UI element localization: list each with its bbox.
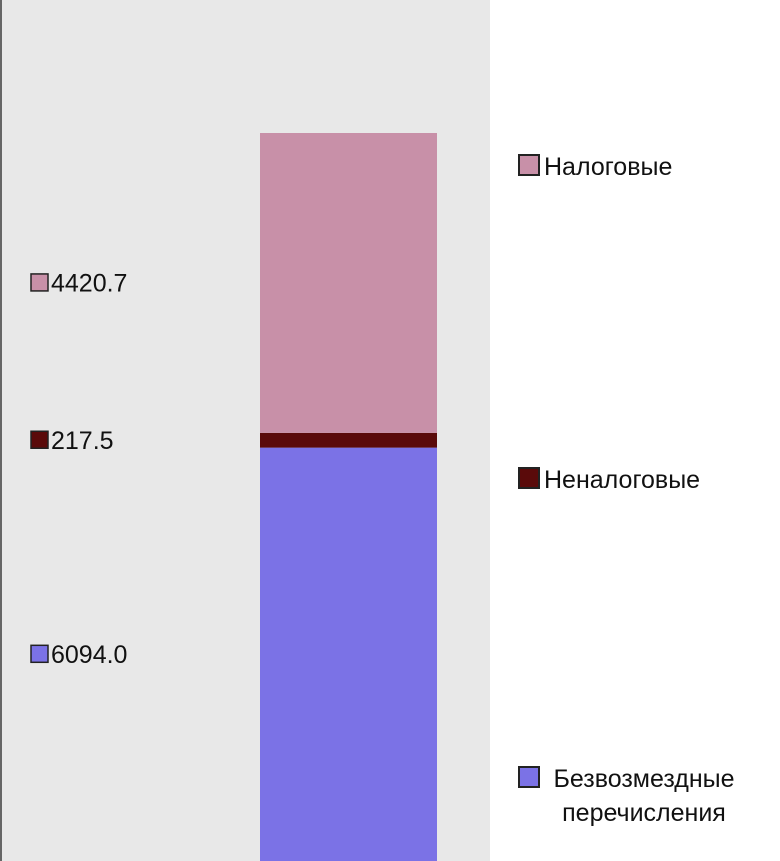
legend-label: Неналоговые [544, 466, 701, 494]
value-label-swatch [30, 273, 49, 292]
legend-entry: Неналоговые [518, 463, 780, 497]
legend-entry: Безвозмездные перечисления [518, 762, 780, 830]
legend-label: Налоговые [544, 153, 673, 181]
bar-segment [260, 133, 437, 433]
legend-swatch [518, 467, 540, 489]
bar-segment [260, 447, 437, 861]
value-label: 217.5 [51, 427, 114, 455]
value-label: 6094.0 [51, 641, 127, 669]
value-label-swatch [30, 430, 49, 449]
legend-entry: Налоговые [518, 150, 780, 184]
bar-segment [260, 432, 437, 448]
legend-swatch [518, 154, 540, 176]
legend-label: Безвозмездные перечисления [553, 765, 735, 827]
value-label-swatch [30, 644, 49, 664]
legend-swatch [518, 766, 540, 788]
value-label: 4420.7 [51, 270, 127, 298]
